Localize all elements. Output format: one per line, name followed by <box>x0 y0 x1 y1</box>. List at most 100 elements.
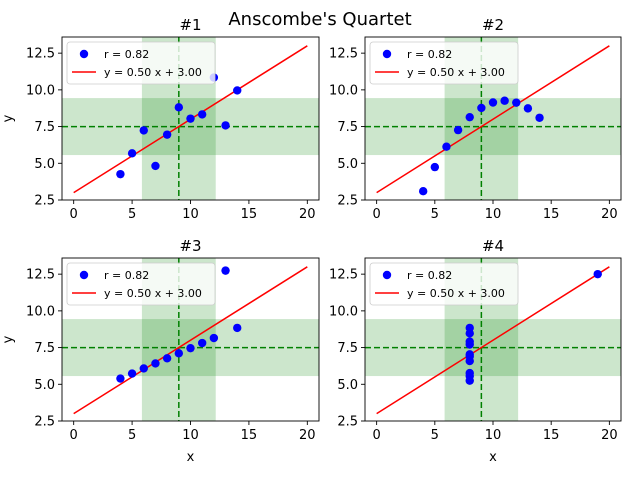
y-tick-label: 5.0 <box>337 378 358 393</box>
data-point <box>127 369 137 378</box>
legend-label-correlation: r = 0.82 <box>104 269 149 282</box>
plot-area-2 <box>365 37 621 200</box>
data-point <box>465 371 474 381</box>
x-tick-label: 20 <box>299 207 316 222</box>
panel-3: 0 5 10 15 20 2.5 5.0 7.5 10.0 12.5 #3 x y r = 0.82 y =… <box>1 237 320 465</box>
legend-label-fit: y = 0.50 x + 3.00 <box>407 287 505 300</box>
data-point <box>139 126 148 135</box>
x-tick-label: 10 <box>182 207 199 222</box>
y-tick-label: 5.0 <box>34 157 55 172</box>
data-point <box>186 343 195 353</box>
x-axis-label: x <box>187 450 195 465</box>
y-tick-label: 2.5 <box>34 194 55 209</box>
data-point <box>233 86 242 95</box>
data-point <box>162 354 172 363</box>
data-point <box>116 169 125 179</box>
legend-label-fit: y = 0.50 x + 3.00 <box>407 66 505 79</box>
data-point <box>418 186 428 196</box>
regression-line <box>376 266 610 415</box>
data-point <box>523 104 533 113</box>
data-point <box>500 96 509 105</box>
y-tick-label: 7.5 <box>337 341 358 356</box>
x-tick-label: 5 <box>128 428 136 443</box>
y-tick-label: 7.5 <box>34 341 55 356</box>
data-point <box>465 329 474 338</box>
data-point <box>197 338 207 348</box>
data-point <box>465 337 474 346</box>
x-tick-label: 0 <box>70 428 78 443</box>
data-point <box>174 103 184 112</box>
legend-marker-points <box>79 49 89 59</box>
y-tick-label: 2.5 <box>34 415 55 430</box>
y-tick-label: 10.0 <box>329 304 358 319</box>
y-tick-label: 12.5 <box>329 268 358 283</box>
legend-marker-points <box>79 270 89 280</box>
data-point <box>593 269 602 279</box>
legend-label-fit: y = 0.50 x + 3.00 <box>104 66 202 79</box>
data-point <box>430 162 440 172</box>
panel-2: 0 5 10 15 20 2.5 5.0 7.5 10.0 12.5 #2 r = 0.82 y = 0… <box>329 16 622 222</box>
x-tick-label: 5 <box>431 207 439 222</box>
data-point <box>127 149 137 158</box>
x-tick-label: 20 <box>299 428 316 443</box>
legend-box <box>369 262 519 306</box>
x-tick-label: 0 <box>70 207 78 222</box>
legend-label-fit: y = 0.50 x + 3.00 <box>104 287 202 300</box>
data-point <box>151 161 160 171</box>
y-tick-label: 7.5 <box>34 120 55 135</box>
x-tick-label: 10 <box>182 428 199 443</box>
legend-label-correlation: r = 0.82 <box>407 48 452 61</box>
data-point <box>233 323 242 333</box>
panel-title: #2 <box>482 16 504 34</box>
data-point <box>535 113 544 122</box>
x-tick-label: 5 <box>128 207 136 222</box>
x-tick-label: 20 <box>601 207 618 222</box>
legend-box <box>66 262 216 306</box>
x-axis-label: x <box>489 450 497 465</box>
data-point <box>221 266 230 275</box>
data-point <box>512 98 521 107</box>
figure-suptitle: Anscombe's Quartet <box>228 9 411 30</box>
x-tick-label: 15 <box>241 428 258 443</box>
x-tick-label: 0 <box>372 428 380 443</box>
y-tick-label: 12.5 <box>26 47 55 62</box>
y-tick-label: 10.0 <box>26 83 55 98</box>
y-tick-label: 2.5 <box>337 194 358 209</box>
panel-title: #4 <box>482 237 504 255</box>
data-point <box>162 130 172 139</box>
x-tick-label: 15 <box>543 428 560 443</box>
y-tick-label: 12.5 <box>329 47 358 62</box>
panel-title: #3 <box>179 237 201 255</box>
data-point <box>221 121 230 130</box>
legend-box <box>66 41 216 85</box>
legend-label-correlation: r = 0.82 <box>104 48 149 61</box>
legend-marker-points <box>382 270 392 280</box>
data-point <box>465 352 474 361</box>
legend-box <box>369 41 519 85</box>
y-tick-label: 7.5 <box>337 120 358 135</box>
legend-label-correlation: r = 0.82 <box>407 269 452 282</box>
data-point <box>139 364 148 373</box>
plot-area-4 <box>365 258 621 421</box>
legend-marker-points <box>382 49 392 59</box>
y-axis-label: y <box>1 114 16 122</box>
data-point <box>453 125 463 135</box>
panel-1: 0 5 10 15 20 2.5 5.0 7.5 10.0 12.5 #1 y r = 0.82 y = … <box>1 16 320 222</box>
y-axis-label: y <box>1 335 16 343</box>
data-point <box>465 112 474 122</box>
data-point <box>186 114 195 123</box>
data-point <box>197 110 207 119</box>
panel-title: #1 <box>179 16 201 34</box>
y-tick-label: 12.5 <box>26 268 55 283</box>
regression-line <box>73 266 308 415</box>
y-tick-label: 5.0 <box>337 157 358 172</box>
y-tick-label: 5.0 <box>34 378 55 393</box>
x-tick-label: 0 <box>372 207 380 222</box>
regression-line <box>376 45 610 194</box>
x-tick-label: 5 <box>431 428 439 443</box>
x-tick-label: 20 <box>601 428 618 443</box>
x-tick-label: 15 <box>241 207 258 222</box>
data-point <box>116 374 125 383</box>
x-tick-label: 10 <box>485 207 502 222</box>
